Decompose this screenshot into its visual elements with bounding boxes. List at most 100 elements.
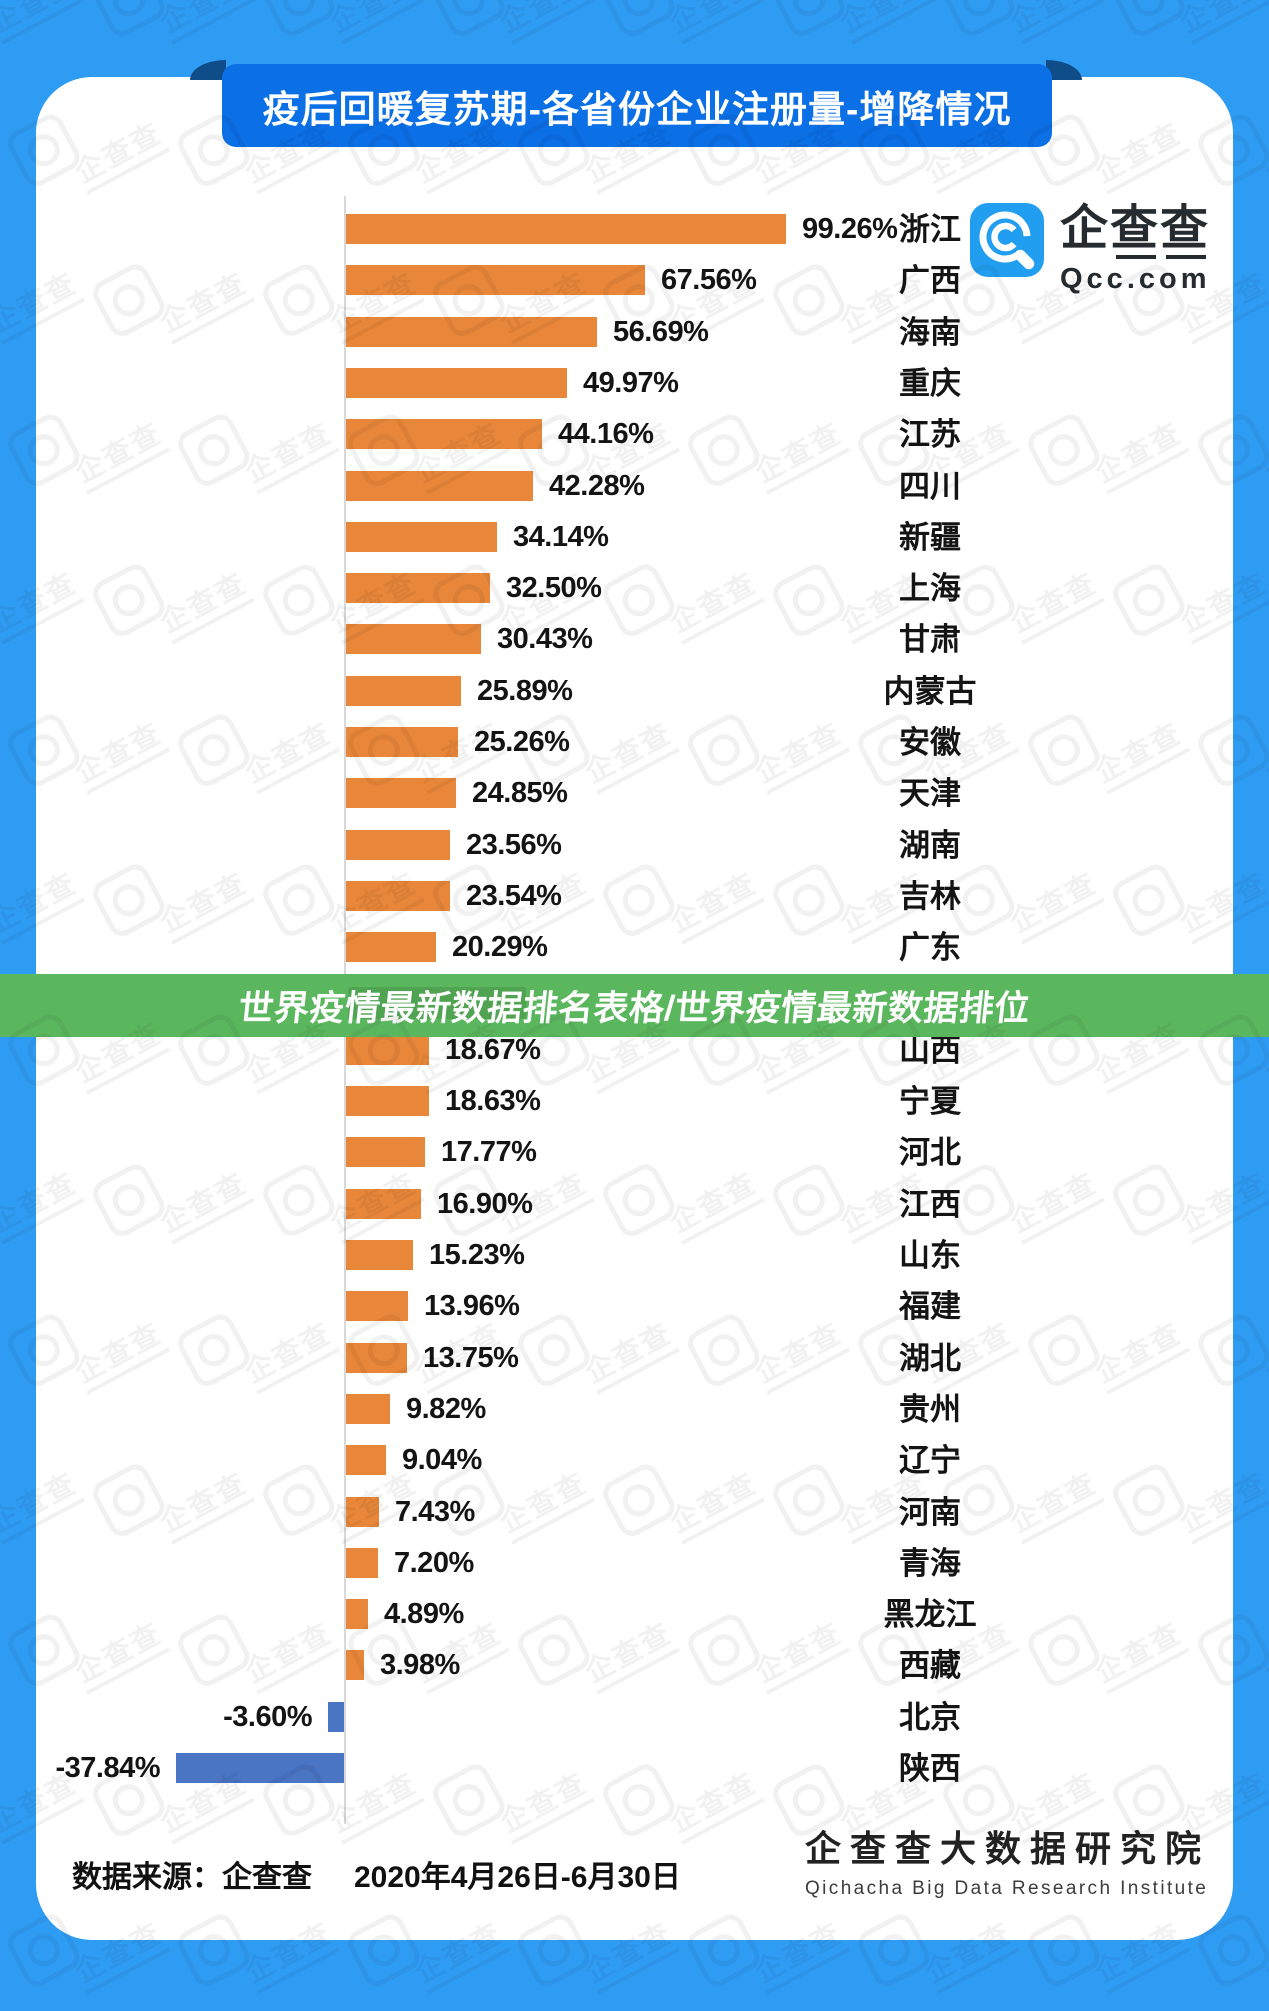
bar-row (346, 778, 456, 808)
category-label: 山西 (899, 1033, 961, 1068)
overlay-banner: 世界疫情最新数据排名表格/世界疫情最新数据排位 (0, 974, 1269, 1037)
bar-row (346, 1497, 379, 1527)
watermark-text: 企查查 (151, 0, 255, 45)
watermark-text: 企查查 (661, 0, 765, 45)
bar-row (346, 1343, 407, 1373)
bar-row (346, 317, 597, 347)
watermark-logo-icon (598, 0, 680, 41)
page-title: 疫后回暖复苏期-各省份企业注册量-增降情况 (262, 88, 1012, 130)
category-label: 陕西 (899, 1751, 961, 1786)
title-banner: 疫后回暖复苏期-各省份企业注册量-增降情况 (222, 64, 1052, 147)
bar-row (346, 573, 490, 603)
value-label: 15.23% (429, 1239, 525, 1271)
value-label: 17.77% (441, 1136, 537, 1168)
bar-row (346, 471, 533, 501)
bar-row (346, 1189, 421, 1219)
bar-row (346, 1599, 368, 1629)
bar-row (346, 368, 567, 398)
watermark-tile: 企查查 (428, 0, 612, 67)
watermark-text: 企查查 (491, 0, 595, 45)
bar-row (346, 419, 542, 449)
watermark-text: 企查查 (321, 0, 425, 45)
value-label: 9.82% (406, 1393, 486, 1425)
qcc-brand-cn: 企查查 (1060, 202, 1211, 255)
value-label: 34.14% (513, 521, 609, 553)
category-label: 上海 (899, 571, 961, 606)
category-label: 江西 (899, 1187, 961, 1222)
bar-row (328, 1702, 344, 1732)
watermark-tile: 企查查 (1108, 0, 1269, 67)
value-label: 49.97% (583, 367, 679, 399)
bar-row (346, 1291, 408, 1321)
category-label: 内蒙古 (883, 674, 977, 709)
bar-row (346, 1035, 429, 1065)
value-label: 18.67% (445, 1034, 541, 1066)
qcc-logo-icon (970, 203, 1044, 277)
value-label: 7.43% (395, 1496, 475, 1528)
value-label: 7.20% (394, 1547, 474, 1579)
bar-row (346, 830, 450, 860)
category-label: 山东 (899, 1238, 961, 1273)
bar-row (346, 881, 450, 911)
bar-row (346, 1240, 413, 1270)
value-label: 32.50% (506, 572, 602, 604)
bar-row (346, 214, 786, 244)
value-label: 3.98% (380, 1649, 460, 1681)
bar-row (346, 522, 497, 552)
bar-row (346, 932, 436, 962)
category-label: 黑龙江 (883, 1597, 977, 1632)
watermark-text: 企查查 (1256, 110, 1269, 195)
value-label: 18.63% (445, 1085, 541, 1117)
bar-row (346, 1445, 386, 1475)
category-label: 浙江 (899, 212, 961, 247)
value-label: 20.29% (452, 931, 548, 963)
value-label: 16.90% (437, 1188, 533, 1220)
qcc-brand-text: 企查查 Qcc.com (1060, 203, 1211, 296)
category-label: 西藏 (899, 1648, 961, 1683)
obscured-row-remnant (348, 987, 526, 1019)
category-label: 甘肃 (899, 622, 961, 657)
value-label: 13.75% (423, 1342, 519, 1374)
category-label: 湖南 (899, 828, 961, 863)
watermark-tile: 企查查 (258, 0, 442, 67)
category-label: 安徽 (899, 725, 961, 760)
qcc-brand-en: Qcc.com (1060, 263, 1211, 295)
brand-underline (1116, 255, 1156, 259)
qcc-logo-block: 企查查 Qcc.com (970, 203, 1211, 296)
category-label: 四川 (899, 469, 961, 504)
category-label: 天津 (899, 776, 961, 811)
category-label: 广东 (899, 930, 961, 965)
category-label: 新疆 (899, 520, 961, 555)
value-label: 56.69% (613, 316, 709, 348)
watermark-logo-icon (88, 0, 170, 41)
category-label: 青海 (899, 1546, 961, 1581)
watermark-tile: 企查查 (938, 0, 1122, 67)
value-label: 24.85% (472, 777, 568, 809)
watermark-text: 企查查 (0, 0, 85, 45)
data-source-line: 数据来源：企查查 2020年4月26日-6月30日 (72, 1852, 681, 1896)
value-label: 13.96% (424, 1290, 520, 1322)
watermark-text: 企查查 (1256, 1910, 1269, 1995)
value-label: -3.60% (223, 1701, 312, 1733)
watermark-tile: 企查查 (88, 0, 272, 67)
value-label: 9.04% (402, 1444, 482, 1476)
watermark-tile: 企查查 (0, 0, 102, 67)
category-label: 河北 (899, 1135, 961, 1170)
watermark-text: 企查查 (1001, 0, 1105, 45)
institute-name-cn: 企查查大数据研究院 (805, 1828, 1211, 1869)
category-label: 河南 (899, 1495, 961, 1530)
bar-row (346, 265, 645, 295)
ribbon-fold-left (190, 60, 226, 80)
value-label: 42.28% (549, 470, 645, 502)
category-label: 福建 (899, 1289, 961, 1324)
value-label: 99.26% (802, 213, 898, 245)
category-label: 江苏 (899, 417, 961, 452)
category-label: 湖北 (899, 1341, 961, 1376)
category-label: 海南 (899, 315, 961, 350)
overlay-banner-text: 世界疫情最新数据排名表格/世界疫情最新数据排位 (236, 989, 1032, 1028)
bar-row (346, 727, 458, 757)
watermark-logo-icon (938, 0, 1020, 41)
watermark-logo-icon (768, 0, 850, 41)
bar-row (346, 1137, 425, 1167)
watermark-text: 企查查 (831, 0, 935, 45)
